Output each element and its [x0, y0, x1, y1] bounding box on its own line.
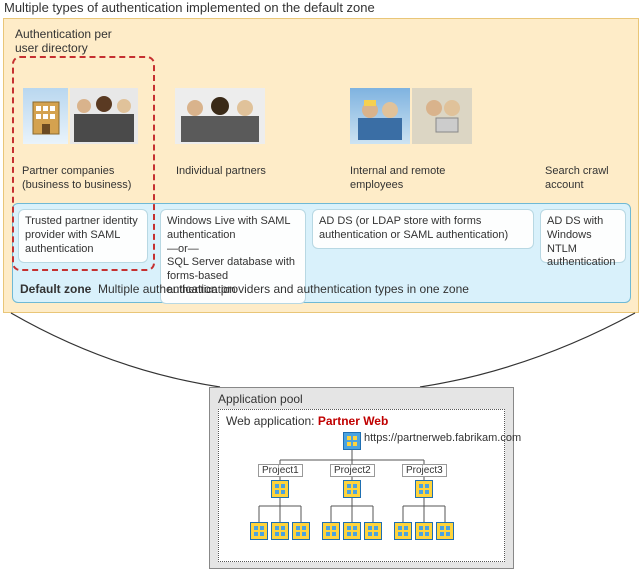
tree-lines: [0, 0, 643, 574]
project1-icon: [271, 480, 289, 498]
leaf-icon: [364, 522, 382, 540]
project2-icon: [343, 480, 361, 498]
leaf-icon: [292, 522, 310, 540]
leaf-icon: [271, 522, 289, 540]
project2-label: Project2: [330, 464, 375, 477]
project3-icon: [415, 480, 433, 498]
leaf-icon: [250, 522, 268, 540]
leaf-icon: [415, 522, 433, 540]
leaf-icon: [322, 522, 340, 540]
leaf-icon: [343, 522, 361, 540]
project3-label: Project3: [402, 464, 447, 477]
leaf-icon: [436, 522, 454, 540]
project1-label: Project1: [258, 464, 303, 477]
leaf-icon: [394, 522, 412, 540]
